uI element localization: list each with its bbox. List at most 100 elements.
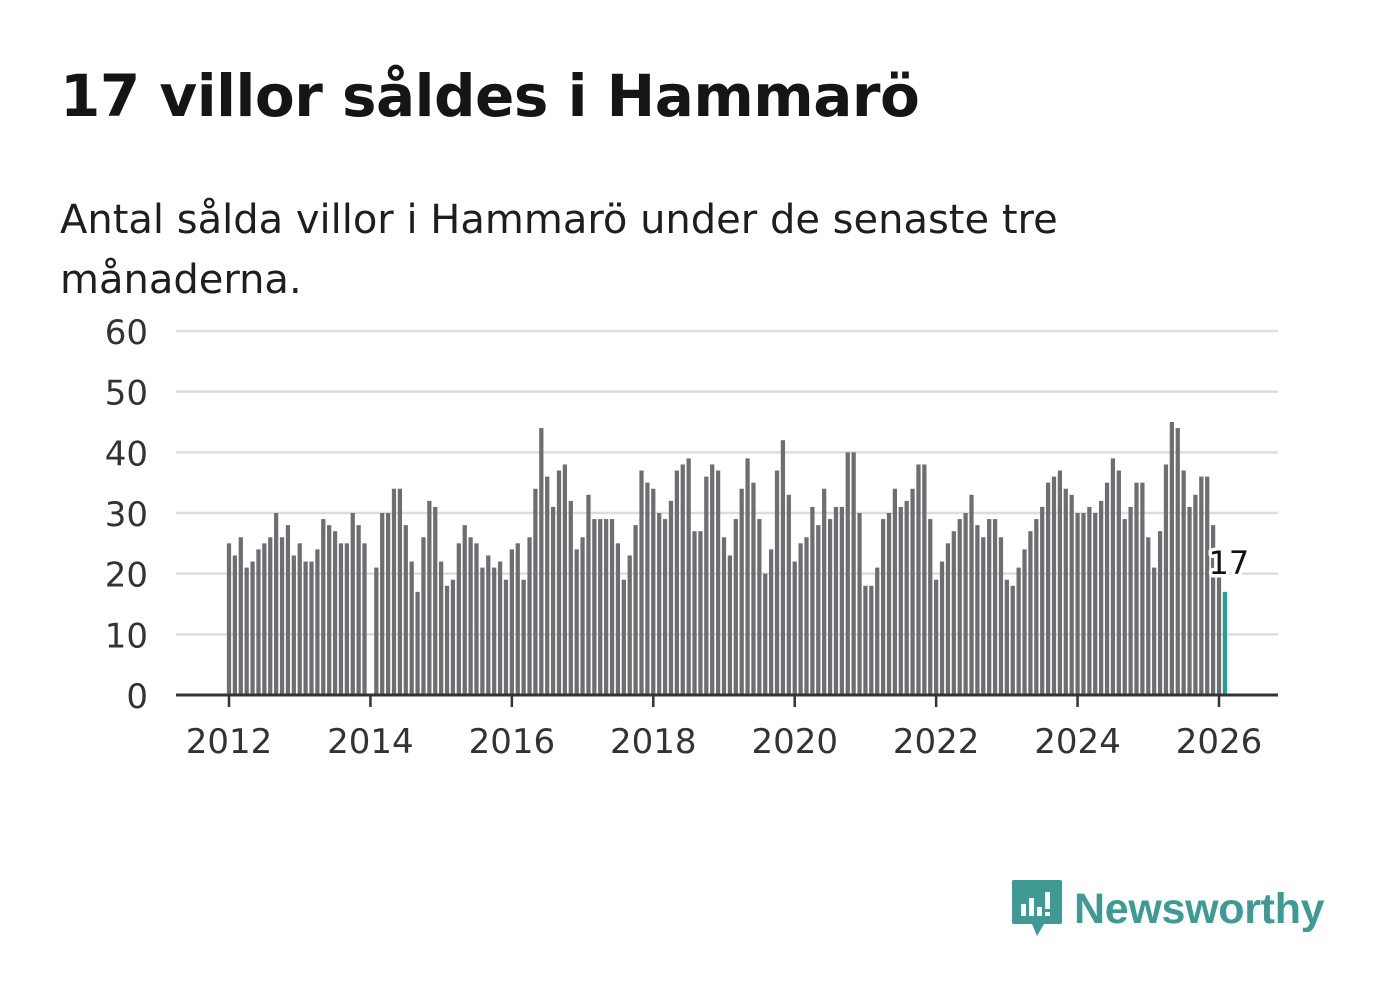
y-tick-label: 0 bbox=[126, 677, 148, 717]
bar bbox=[733, 519, 738, 695]
bar bbox=[327, 525, 332, 695]
bar bbox=[527, 537, 532, 695]
bar bbox=[1004, 579, 1009, 695]
bar bbox=[827, 519, 833, 695]
bar bbox=[380, 513, 385, 695]
bar bbox=[627, 555, 632, 695]
bar bbox=[774, 470, 780, 695]
bar bbox=[816, 525, 821, 695]
bar bbox=[468, 537, 473, 695]
bar bbox=[409, 561, 414, 695]
bar bbox=[939, 561, 945, 695]
bar bbox=[250, 561, 255, 695]
bar bbox=[1016, 567, 1021, 695]
bar bbox=[615, 543, 621, 695]
bar-chart-speech-bubble-icon bbox=[1012, 880, 1062, 936]
bar bbox=[533, 488, 538, 695]
bar bbox=[1045, 482, 1051, 695]
bar bbox=[421, 537, 426, 695]
bar bbox=[545, 476, 550, 695]
bar bbox=[692, 531, 697, 695]
bar bbox=[356, 525, 361, 695]
bar bbox=[285, 525, 291, 695]
bar bbox=[857, 513, 862, 695]
bar bbox=[1028, 531, 1033, 695]
bar bbox=[1187, 506, 1192, 695]
bar bbox=[486, 555, 491, 695]
x-tick-label: 2016 bbox=[469, 722, 556, 762]
bar bbox=[338, 543, 344, 695]
bar bbox=[350, 513, 355, 695]
bar-series bbox=[226, 422, 1228, 695]
bar bbox=[598, 519, 603, 695]
x-tick-label: 2012 bbox=[186, 722, 273, 762]
bar bbox=[297, 543, 302, 695]
bar bbox=[586, 494, 591, 695]
bar bbox=[397, 488, 403, 695]
y-tick-label: 10 bbox=[105, 616, 148, 656]
highlight-annotation: 17 bbox=[1205, 540, 1253, 585]
bar bbox=[934, 579, 939, 695]
bar bbox=[704, 476, 709, 695]
bar bbox=[1051, 476, 1057, 695]
y-tick-label: 30 bbox=[105, 495, 148, 535]
bar bbox=[757, 519, 762, 695]
bar bbox=[1116, 470, 1121, 695]
bar bbox=[1010, 585, 1015, 695]
bar bbox=[928, 519, 933, 695]
bar bbox=[780, 440, 786, 695]
bar bbox=[963, 513, 968, 695]
bar bbox=[1075, 513, 1080, 695]
bar bbox=[303, 561, 308, 695]
bar bbox=[833, 506, 839, 695]
bar bbox=[987, 519, 992, 695]
bar bbox=[639, 470, 644, 695]
x-tick-label: 2024 bbox=[1034, 722, 1121, 762]
bar bbox=[568, 500, 573, 695]
x-tick-label: 2022 bbox=[893, 722, 980, 762]
bar bbox=[492, 567, 497, 695]
bar bbox=[268, 537, 273, 695]
bar bbox=[450, 579, 456, 695]
bar bbox=[1157, 531, 1163, 695]
bar bbox=[609, 519, 615, 695]
bar bbox=[1134, 482, 1139, 695]
bar bbox=[1140, 482, 1145, 695]
bar bbox=[875, 567, 880, 695]
bar bbox=[574, 549, 579, 695]
bar bbox=[798, 543, 803, 695]
bar bbox=[975, 525, 980, 695]
bar bbox=[810, 506, 815, 695]
bar bbox=[680, 464, 685, 695]
bar bbox=[1104, 482, 1110, 695]
bar bbox=[969, 494, 974, 695]
bar bbox=[580, 537, 585, 695]
bar bbox=[1210, 525, 1216, 695]
bar bbox=[1175, 428, 1180, 695]
bar bbox=[279, 537, 285, 695]
bar bbox=[657, 513, 662, 695]
bar bbox=[1216, 567, 1222, 695]
bar bbox=[1205, 476, 1210, 695]
bar bbox=[427, 500, 432, 695]
bar bbox=[309, 561, 314, 695]
bar bbox=[456, 543, 461, 695]
bar bbox=[763, 573, 768, 695]
bar bbox=[804, 537, 809, 695]
bar bbox=[1163, 464, 1169, 695]
y-tick-label: 40 bbox=[105, 434, 148, 474]
bar bbox=[751, 482, 756, 695]
bar bbox=[274, 513, 279, 695]
bar bbox=[232, 555, 238, 695]
bar bbox=[474, 543, 479, 695]
bar bbox=[374, 567, 379, 695]
bar bbox=[839, 506, 844, 695]
bar bbox=[945, 543, 951, 695]
bar bbox=[845, 452, 850, 695]
newsworthy-logo: Newsworthy bbox=[1010, 878, 1325, 940]
bar bbox=[1199, 476, 1204, 695]
bar bbox=[444, 585, 450, 695]
bar bbox=[916, 464, 921, 695]
bar bbox=[1093, 513, 1098, 695]
x-axis-ticks: 2012 2014 2016 2018 2020 2022 2024 2026 bbox=[186, 695, 1262, 762]
